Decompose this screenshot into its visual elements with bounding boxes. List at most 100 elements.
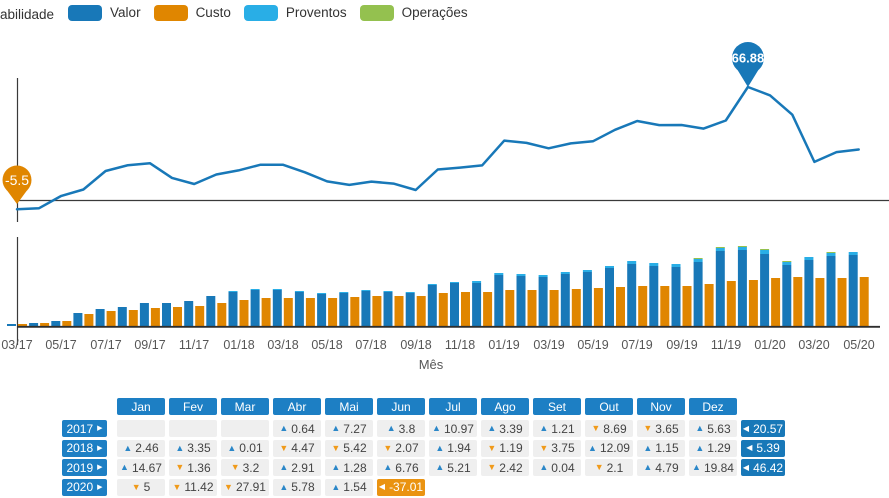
bar-group-08-19[interactable] — [649, 263, 670, 326]
x-tick-label: 09/18 — [400, 338, 432, 352]
bar-group-06-18[interactable] — [339, 292, 360, 326]
bar-group-06-19[interactable] — [605, 266, 625, 326]
up-arrow-icon: ▲ — [279, 462, 289, 472]
bar-group-12-18[interactable] — [472, 281, 493, 326]
custo-bar — [461, 292, 470, 326]
proventos-bar — [715, 248, 725, 251]
up-arrow-icon: ▲ — [432, 423, 441, 433]
year-button-2019[interactable]: 2019 ▶ — [62, 459, 107, 476]
up-arrow-icon: ▲ — [279, 423, 289, 433]
custo-bar — [128, 310, 138, 326]
bar-group-10-17[interactable] — [162, 303, 182, 326]
custo-bar — [771, 278, 781, 326]
bar-group-07-17[interactable] — [95, 309, 116, 326]
custo-bar — [239, 300, 249, 326]
year-total-2020: ◀ -37.01 — [377, 478, 425, 496]
legend-item-custo[interactable]: Custo — [153, 4, 231, 21]
bar-group-12-19[interactable] — [737, 246, 758, 326]
value-cost-bar-chart[interactable] — [0, 237, 889, 347]
return-value: 1.28 — [343, 460, 367, 475]
return-value: 3.8 — [398, 421, 416, 436]
bar-group-01-19[interactable] — [494, 273, 515, 326]
bar-group-02-19[interactable] — [516, 274, 537, 326]
bar-group-02-18[interactable] — [250, 289, 271, 326]
valor-bar — [693, 262, 703, 326]
return-cell-2018-mai: ▼ 5.42 — [325, 439, 373, 457]
custo-bar — [616, 287, 625, 326]
bar-group-04-19[interactable] — [560, 272, 581, 326]
x-tick-label: 01/20 — [754, 338, 786, 352]
bar-group-11-17[interactable] — [184, 301, 205, 326]
return-value: 27.91 — [235, 480, 266, 494]
bar-group-05-18[interactable] — [317, 293, 338, 326]
custo-bar — [682, 286, 692, 326]
return-cell-2017-set: ▲ 1.21 — [533, 420, 581, 437]
bar-group-05-20[interactable] — [848, 252, 869, 326]
up-arrow-icon: ▲ — [695, 423, 705, 433]
bar-group-09-19[interactable] — [671, 264, 692, 326]
rentability-line-chart[interactable]: -5.5 66.88 — [0, 30, 889, 237]
legend-item-label: Valor — [110, 5, 141, 20]
return-value: 12.09 — [599, 441, 630, 455]
year-button-2018[interactable]: 2018 ▶ — [62, 439, 107, 457]
bar-group-09-18[interactable] — [405, 292, 426, 326]
valor-bar — [494, 275, 504, 326]
table-header-jun: Jun — [377, 398, 425, 415]
custo-bar — [438, 293, 448, 326]
return-cell-2020-mai: ▲ 1.54 — [325, 478, 373, 496]
down-arrow-icon: ▼ — [230, 462, 240, 472]
return-cell-2017-jun: ▲ 3.8 — [377, 420, 425, 437]
bar-group-06-17[interactable] — [73, 313, 94, 326]
valor-bar — [516, 276, 526, 326]
year-total-2018: ◀ 5.39 — [741, 439, 785, 457]
valor-bar — [737, 250, 747, 326]
bar-group-04-20[interactable] — [826, 252, 847, 326]
bar-group-05-17[interactable] — [51, 321, 72, 326]
return-cell-2017-out: ▼ 8.69 — [585, 420, 633, 437]
bar-group-01-20[interactable] — [760, 249, 781, 326]
bar-group-08-18[interactable] — [383, 291, 404, 326]
bar-group-08-17[interactable] — [117, 307, 138, 326]
proventos-bar — [383, 291, 393, 292]
proventos-bar — [671, 264, 681, 267]
total-value: 46.42 — [753, 460, 784, 475]
bar-group-03-20[interactable] — [804, 257, 825, 326]
bar-group-07-19[interactable] — [627, 261, 648, 326]
bar-group-11-18[interactable] — [450, 282, 470, 326]
bar-group-01-18[interactable] — [228, 291, 249, 326]
year-button-2020[interactable]: 2020 ▶ — [62, 478, 107, 496]
up-arrow-icon: ▲ — [695, 442, 705, 453]
bar-group-03-17[interactable] — [7, 324, 27, 326]
return-cell-2017-ago: ▲ 3.39 — [481, 420, 529, 437]
bar-group-04-17[interactable] — [29, 323, 50, 326]
x-tick-label: 01/19 — [488, 338, 520, 352]
total-value: 20.57 — [753, 421, 784, 436]
up-arrow-icon: ▲ — [123, 442, 133, 453]
bar-group-04-18[interactable] — [294, 291, 315, 326]
x-tick-label: 01/18 — [223, 338, 255, 352]
year-button-2017[interactable]: 2017 ▶ — [62, 420, 107, 437]
up-arrow-icon: ▲ — [588, 442, 597, 453]
legend-item-operações[interactable]: Operações — [359, 4, 468, 21]
bar-group-10-19[interactable] — [693, 258, 714, 326]
valor-bar — [848, 255, 858, 326]
legend-item-proventos[interactable]: Proventos — [243, 4, 347, 21]
bar-group-10-18[interactable] — [427, 284, 448, 326]
return-value: 1.15 — [655, 441, 679, 455]
custo-bar — [40, 323, 50, 326]
return-cell-2017-dez: ▲ 5.63 — [689, 420, 737, 437]
up-arrow-icon: ▲ — [331, 481, 341, 492]
bar-group-07-18[interactable] — [361, 290, 382, 326]
bar-group-02-20[interactable] — [782, 261, 803, 326]
bar-group-05-19[interactable] — [582, 270, 603, 326]
legend-item-valor[interactable]: Valor — [68, 4, 141, 21]
bar-group-03-19[interactable] — [538, 275, 559, 326]
bar-group-11-19[interactable] — [715, 247, 736, 326]
bar-group-09-17[interactable] — [139, 303, 160, 326]
custo-bar — [106, 311, 116, 326]
return-value: 5 — [143, 480, 151, 494]
proventos-bar — [627, 261, 637, 264]
valor-bar — [826, 256, 836, 326]
bar-group-12-17[interactable] — [206, 296, 227, 326]
bar-group-03-18[interactable] — [272, 289, 293, 326]
